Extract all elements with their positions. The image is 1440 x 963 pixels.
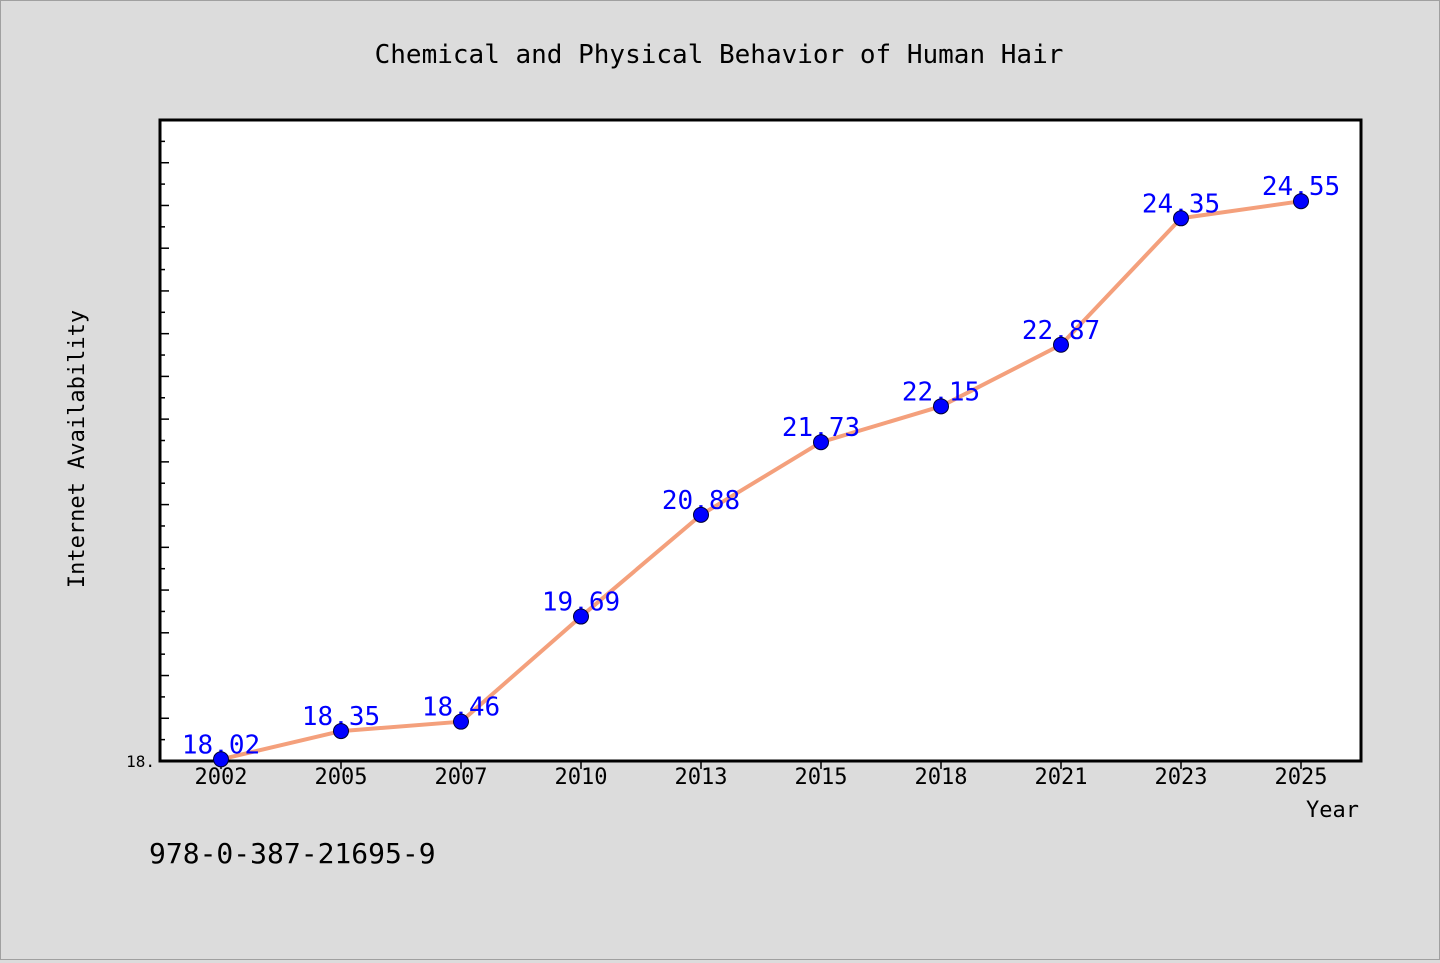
x-axis: 2002 2005 2007 2010 2013 2015 2018 2021 2023 2025 <box>195 761 1328 790</box>
x-tick-label: 2005 <box>315 765 368 790</box>
data-point <box>333 723 349 740</box>
x-tick-label: 2007 <box>435 765 488 790</box>
data-point <box>693 506 709 523</box>
x-tick-label: 2013 <box>675 765 728 790</box>
data-point <box>453 713 469 730</box>
x-tick-label: 2025 <box>1275 765 1328 790</box>
plot-area <box>158 118 1363 763</box>
data-point <box>1053 336 1069 353</box>
x-axis-label: Year <box>1306 798 1359 823</box>
data-point <box>933 398 949 415</box>
x-tick-label: 2015 <box>795 765 848 790</box>
data-point <box>573 608 589 625</box>
data-point <box>1293 193 1309 210</box>
x-tick-label: 2002 <box>195 765 248 790</box>
y-axis-label: Internet Availability <box>65 310 90 588</box>
data-point <box>813 434 829 451</box>
data-point <box>213 751 229 768</box>
y-axis-ticks <box>160 119 169 762</box>
series-line <box>219 199 1303 762</box>
x-tick-label: 2010 <box>555 765 608 790</box>
y-tick-label: 18. <box>126 752 155 771</box>
x-tick-label: 2018 <box>915 765 968 790</box>
data-point <box>1173 210 1189 227</box>
x-tick-label: 2023 <box>1155 765 1208 790</box>
x-tick-label: 2021 <box>1035 765 1088 790</box>
chart-title: Chemical and Physical Behavior of Human … <box>375 40 1064 70</box>
footer-code: 978-0-387-21695-9 <box>149 837 436 870</box>
